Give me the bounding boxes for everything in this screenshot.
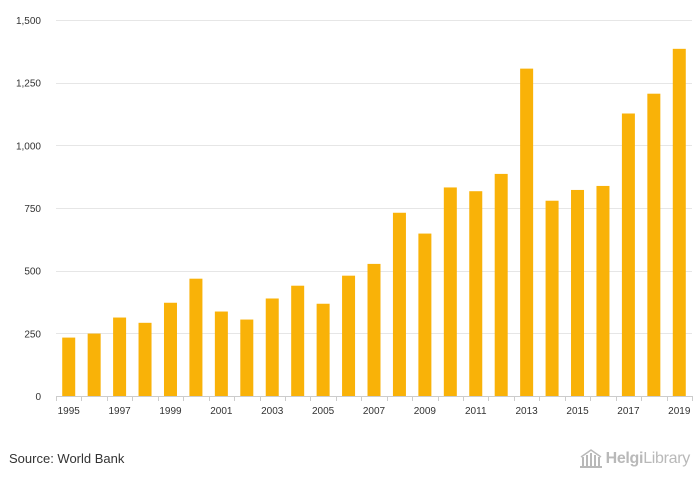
bars [62, 48, 686, 397]
bar-2005[interactable] [316, 303, 330, 396]
x-tick-label: 1999 [159, 406, 182, 417]
bar-2007[interactable] [367, 263, 381, 396]
bar-2010[interactable] [443, 187, 457, 396]
bar-1995[interactable] [62, 337, 76, 396]
x-tick-label: 2005 [312, 406, 335, 417]
bar-2001[interactable] [214, 311, 228, 396]
bar-2012[interactable] [494, 173, 508, 396]
x-tick-label: 2009 [414, 406, 437, 417]
bar-1999[interactable] [163, 302, 177, 396]
x-tick-label: 1995 [58, 406, 81, 417]
bar-2004[interactable] [291, 285, 305, 396]
x-axis-tick-labels: 1995 1997 1999 2001 2003 2005 2007 2009 2011 2013… [58, 406, 691, 417]
bar-2018[interactable] [647, 93, 661, 396]
bar-2017[interactable] [621, 113, 635, 397]
bar-2008[interactable] [392, 212, 406, 396]
x-tick-label: 2017 [617, 406, 640, 417]
x-axis-ticks [56, 396, 693, 401]
x-tick-label: 2011 [465, 406, 487, 417]
bar-2013[interactable] [520, 68, 534, 396]
y-axis-tick-labels: 0 250 500 750 1,000 1,250 1,500 [16, 16, 41, 403]
brand-name-helgi: Helgi [605, 450, 644, 467]
y-tick-label: 1,000 [16, 141, 41, 152]
bar-2011[interactable] [469, 191, 483, 396]
bar-2014[interactable] [545, 200, 559, 396]
y-tick-label: 250 [24, 329, 41, 340]
library-building-icon [579, 449, 602, 468]
x-tick-label: 2013 [516, 406, 539, 417]
bar-2015[interactable] [571, 189, 585, 396]
bar-1998[interactable] [138, 322, 152, 396]
y-tick-label: 500 [24, 267, 41, 278]
x-tick-label: 2007 [363, 406, 386, 417]
brand-name-library: Library [643, 450, 690, 467]
source-label: Source: World Bank [9, 451, 125, 466]
x-tick-label: 2001 [210, 406, 233, 417]
bar-2016[interactable] [596, 185, 610, 396]
bar-1996[interactable] [87, 333, 101, 396]
y-tick-label: 1,500 [16, 16, 41, 27]
x-tick-label: 2019 [668, 406, 691, 417]
bar-2003[interactable] [265, 298, 279, 396]
grid-lines [56, 20, 692, 334]
helgi-library-logo[interactable]: Helgi Library [579, 449, 690, 469]
bar-2019[interactable] [672, 48, 686, 396]
bar-2009[interactable] [418, 233, 432, 396]
y-tick-label: 750 [24, 204, 41, 215]
bar-2002[interactable] [240, 319, 254, 396]
bar-2006[interactable] [342, 275, 356, 396]
bar-2000[interactable] [189, 278, 203, 396]
y-tick-label: 0 [35, 392, 41, 403]
bar-1997[interactable] [113, 317, 127, 396]
x-tick-label: 2015 [566, 406, 589, 417]
x-tick-label: 1997 [108, 406, 131, 417]
y-tick-label: 1,250 [16, 79, 41, 90]
x-tick-label: 2003 [261, 406, 284, 417]
